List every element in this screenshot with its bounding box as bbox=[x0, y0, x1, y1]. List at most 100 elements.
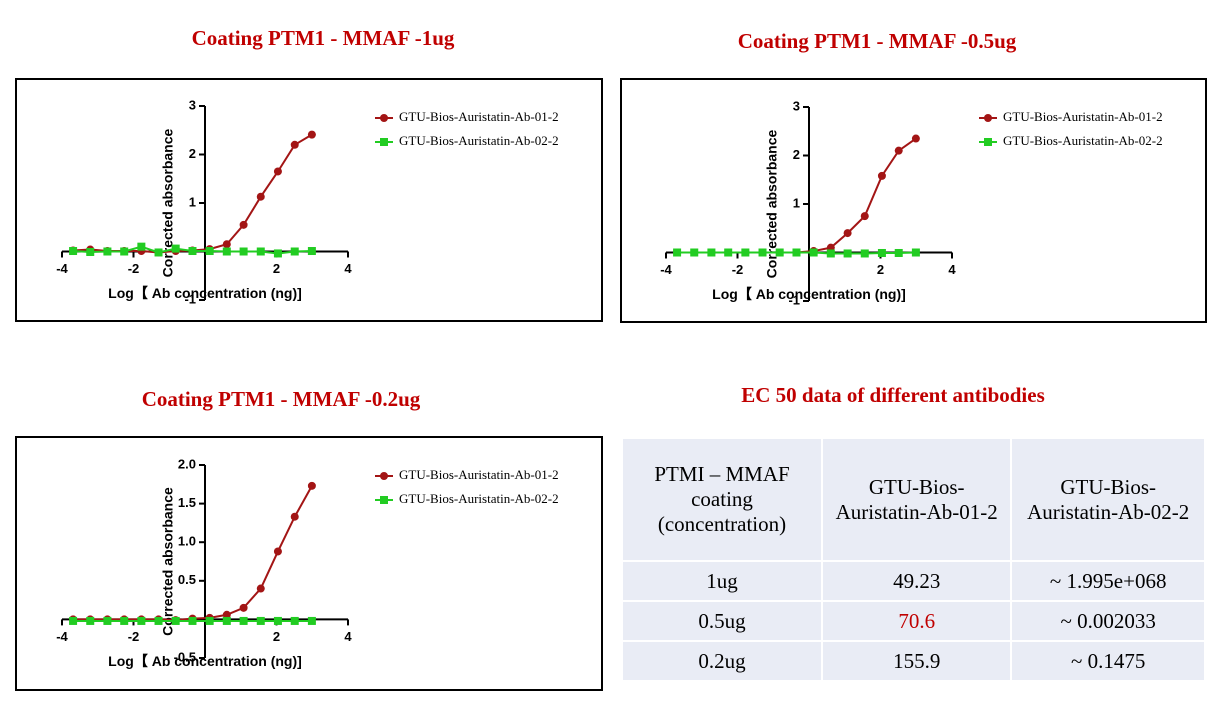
chart-title: Coating PTM1 - MMAF -0.5ug bbox=[738, 29, 1017, 53]
point bbox=[69, 616, 78, 625]
legend-marker bbox=[984, 138, 992, 146]
table-row: 1ug 49.23 ~ 1.995e+068 bbox=[621, 560, 1206, 602]
x-tick-label: -4 bbox=[660, 262, 672, 277]
table-header: PTMI – MMAF coating (concentration) GTU-… bbox=[621, 437, 1206, 562]
header-cell: GTU-Bios-Auristatin-Ab-02-2 bbox=[1010, 437, 1206, 562]
point bbox=[877, 171, 886, 180]
legend-label: GTU-Bios-Auristatin-Ab-02-2 bbox=[399, 491, 559, 506]
point bbox=[205, 247, 214, 256]
x-tick-label: -2 bbox=[128, 261, 140, 276]
cell: 0.5ug bbox=[621, 600, 823, 642]
y-tick-label: -1 bbox=[184, 291, 196, 306]
legend-marker bbox=[380, 138, 388, 146]
point bbox=[860, 249, 869, 258]
cell: 49.23 bbox=[820, 560, 1013, 602]
y-tick-label: 2 bbox=[189, 146, 196, 161]
cell: 1ug bbox=[621, 560, 823, 602]
point bbox=[239, 220, 248, 229]
point bbox=[69, 247, 78, 256]
point bbox=[307, 481, 316, 490]
point bbox=[273, 547, 282, 556]
point bbox=[120, 616, 129, 625]
x-tick-label: 4 bbox=[948, 262, 956, 277]
point bbox=[188, 616, 197, 625]
legend-label: GTU-Bios-Auristatin-Ab-01-2 bbox=[399, 467, 559, 482]
point bbox=[273, 167, 282, 176]
point bbox=[222, 610, 231, 619]
legend-marker bbox=[380, 496, 388, 504]
point bbox=[290, 247, 299, 256]
x-axis-title: Log【 Ab concentration (ng)] bbox=[712, 286, 906, 302]
point bbox=[290, 512, 299, 521]
y-tick-label: -1 bbox=[788, 292, 800, 307]
ec50-table: PTMI – MMAF coating (concentration) GTU-… bbox=[621, 437, 1206, 682]
chart-frame bbox=[620, 78, 1207, 323]
point bbox=[724, 248, 733, 257]
point bbox=[894, 248, 903, 257]
cell: 155.9 bbox=[820, 640, 1013, 682]
point bbox=[171, 244, 180, 253]
x-axis-title: Log【 Ab concentration (ng)] bbox=[108, 285, 302, 301]
point bbox=[222, 240, 231, 249]
point bbox=[894, 146, 903, 155]
table-title: EC 50 data of different antibodies bbox=[741, 383, 1045, 407]
y-tick-label: 3 bbox=[793, 98, 800, 113]
legend-label: GTU-Bios-Auristatin-Ab-02-2 bbox=[399, 133, 559, 148]
legend-marker bbox=[984, 114, 992, 122]
header-cell: GTU-Bios-Auristatin-Ab-01-2 bbox=[820, 437, 1013, 562]
legend-label: GTU-Bios-Auristatin-Ab-01-2 bbox=[1003, 109, 1163, 124]
chart-frame bbox=[15, 436, 603, 691]
point bbox=[741, 248, 750, 257]
point bbox=[239, 603, 248, 612]
x-tick-label: -2 bbox=[732, 262, 744, 277]
point bbox=[843, 249, 852, 258]
y-tick-label: -0.5 bbox=[174, 649, 196, 664]
y-tick-label: 1.0 bbox=[178, 534, 196, 549]
point bbox=[860, 212, 869, 221]
point bbox=[256, 247, 265, 256]
point bbox=[205, 616, 214, 625]
point bbox=[673, 248, 682, 257]
y-tick-label: 3 bbox=[189, 97, 196, 112]
y-axis-title: Corrected absorbance bbox=[160, 487, 176, 636]
point bbox=[911, 134, 920, 143]
y-tick-label: 1 bbox=[189, 194, 196, 209]
point bbox=[826, 249, 835, 258]
point bbox=[86, 247, 95, 256]
cell: 70.6 bbox=[820, 600, 1013, 642]
chart-title: Coating PTM1 - MMAF -1ug bbox=[192, 26, 455, 50]
y-tick-label: 1.5 bbox=[178, 495, 196, 510]
cell: 0.2ug bbox=[621, 640, 823, 682]
legend-marker bbox=[380, 472, 388, 480]
table-row: 0.5ug 70.6 ~ 0.002033 bbox=[621, 600, 1206, 642]
point bbox=[290, 140, 299, 149]
y-axis-title: Corrected absorbance bbox=[160, 128, 176, 277]
cell: ~ 0.002033 bbox=[1010, 600, 1206, 642]
point bbox=[273, 616, 282, 625]
point bbox=[775, 248, 784, 257]
chart-frame bbox=[15, 78, 603, 322]
x-tick-label: 4 bbox=[344, 261, 352, 276]
y-tick-label: 0.5 bbox=[178, 572, 196, 587]
point bbox=[86, 616, 95, 625]
y-tick-label: 2 bbox=[793, 147, 800, 162]
point bbox=[239, 616, 248, 625]
x-tick-label: -4 bbox=[56, 629, 68, 644]
cell: ~ 0.1475 bbox=[1010, 640, 1206, 682]
x-tick-label: 2 bbox=[273, 629, 280, 644]
point bbox=[809, 248, 818, 257]
point bbox=[690, 248, 699, 257]
x-tick-label: 2 bbox=[877, 262, 884, 277]
point bbox=[137, 616, 146, 625]
table-row: 0.2ug 155.9 ~ 0.1475 bbox=[621, 640, 1206, 682]
point bbox=[707, 248, 716, 257]
x-tick-label: 4 bbox=[344, 629, 352, 644]
point bbox=[911, 248, 920, 257]
point bbox=[137, 242, 146, 251]
point bbox=[120, 247, 129, 256]
legend-label: GTU-Bios-Auristatin-Ab-02-2 bbox=[1003, 133, 1163, 148]
point bbox=[154, 616, 163, 625]
point bbox=[307, 247, 316, 256]
